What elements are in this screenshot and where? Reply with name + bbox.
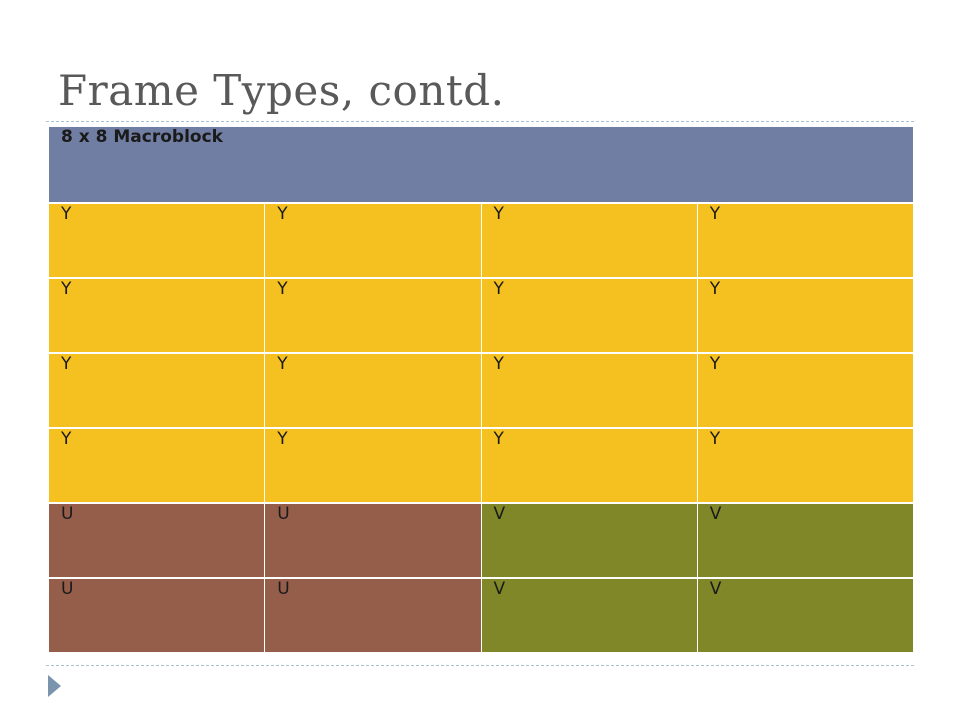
table-cell: Y: [696, 202, 915, 279]
table-row: Y Y Y Y: [47, 277, 915, 354]
table-cell: Y: [47, 352, 266, 429]
table-cell: Y: [264, 277, 482, 354]
table-cell: U: [47, 502, 266, 579]
table-cell: Y: [47, 202, 266, 279]
table-cell: Y: [696, 277, 915, 354]
table-cell: U: [264, 502, 482, 579]
table-header-row: 8 x 8 Macroblock: [48, 126, 914, 204]
table-cell: U: [47, 577, 266, 654]
table-cell: Y: [480, 202, 698, 279]
table-cell: Y: [480, 427, 698, 504]
table-cell: Y: [47, 427, 266, 504]
slide-title: Frame Types, contd.: [58, 66, 505, 115]
table-cell: U: [264, 577, 482, 654]
table-row: U U V V: [47, 577, 915, 654]
table-cell: Y: [480, 277, 698, 354]
table-cell: Y: [264, 352, 482, 429]
table-header-cell: 8 x 8 Macroblock: [48, 126, 914, 204]
table-cell: V: [480, 502, 698, 579]
triangle-bullet-icon: [48, 675, 61, 697]
table-row: U U V V: [47, 502, 915, 579]
table-row: Y Y Y Y: [47, 427, 915, 504]
macroblock-table: 8 x 8 Macroblock Y Y Y Y Y Y Y Y Y Y Y Y…: [47, 126, 915, 654]
table-cell: V: [696, 577, 915, 654]
table-cell: Y: [480, 352, 698, 429]
table-row: Y Y Y Y: [47, 352, 915, 429]
table-cell: V: [480, 577, 698, 654]
table-cell: Y: [47, 277, 266, 354]
table-cell: V: [696, 502, 915, 579]
table-row: Y Y Y Y: [47, 202, 915, 279]
table-cell: Y: [696, 427, 915, 504]
table-cell: Y: [264, 202, 482, 279]
table-cell: Y: [264, 427, 482, 504]
footer-divider: [46, 665, 914, 666]
title-divider: [46, 121, 914, 122]
table-cell: Y: [696, 352, 915, 429]
